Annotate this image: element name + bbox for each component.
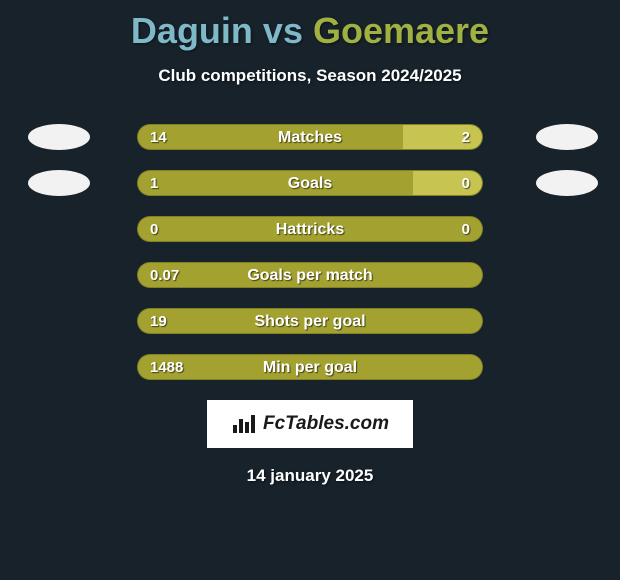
stat-bar: 10Goals xyxy=(137,170,483,196)
logo-box: FcTables.com xyxy=(207,400,413,448)
stat-bar: 1488Min per goal xyxy=(137,354,483,380)
vs-text: vs xyxy=(253,10,313,51)
stat-value-right: 0 xyxy=(462,171,470,196)
stat-value-left: 0.07 xyxy=(150,263,179,288)
logo-text: FcTables.com xyxy=(263,413,389,435)
bar-left xyxy=(138,217,482,241)
stat-row: 00Hattricks xyxy=(0,216,620,242)
avatar-right xyxy=(536,170,598,196)
bar-right xyxy=(413,171,482,195)
bar-left xyxy=(138,355,482,379)
stat-value-left: 19 xyxy=(150,309,167,334)
stat-row: 1488Min per goal xyxy=(0,354,620,380)
bar-left xyxy=(138,309,482,333)
avatar-left xyxy=(28,124,90,150)
player1-name: Daguin xyxy=(131,10,253,51)
stats-list: 142Matches10Goals00Hattricks0.07Goals pe… xyxy=(0,124,620,380)
stat-row: 19Shots per goal xyxy=(0,308,620,334)
avatar-left xyxy=(28,170,90,196)
stat-value-left: 1488 xyxy=(150,355,183,380)
infographic-container: Daguin vs Goemaere Club competitions, Se… xyxy=(0,0,620,580)
bar-right xyxy=(403,125,482,149)
stat-value-left: 0 xyxy=(150,217,158,242)
page-title: Daguin vs Goemaere xyxy=(0,0,620,52)
stat-row: 0.07Goals per match xyxy=(0,262,620,288)
date-text: 14 january 2025 xyxy=(0,466,620,486)
subtitle: Club competitions, Season 2024/2025 xyxy=(0,66,620,86)
player2-name: Goemaere xyxy=(313,10,489,51)
stat-value-left: 14 xyxy=(150,125,167,150)
stat-value-right: 0 xyxy=(462,217,470,242)
bar-left xyxy=(138,171,413,195)
stat-row: 10Goals xyxy=(0,170,620,196)
bars-icon xyxy=(231,413,257,435)
stat-bar: 19Shots per goal xyxy=(137,308,483,334)
bar-left xyxy=(138,263,482,287)
bar-left xyxy=(138,125,403,149)
stat-bar: 142Matches xyxy=(137,124,483,150)
stat-value-right: 2 xyxy=(462,125,470,150)
stat-value-left: 1 xyxy=(150,171,158,196)
avatar-right xyxy=(536,124,598,150)
stat-row: 142Matches xyxy=(0,124,620,150)
stat-bar: 00Hattricks xyxy=(137,216,483,242)
stat-bar: 0.07Goals per match xyxy=(137,262,483,288)
